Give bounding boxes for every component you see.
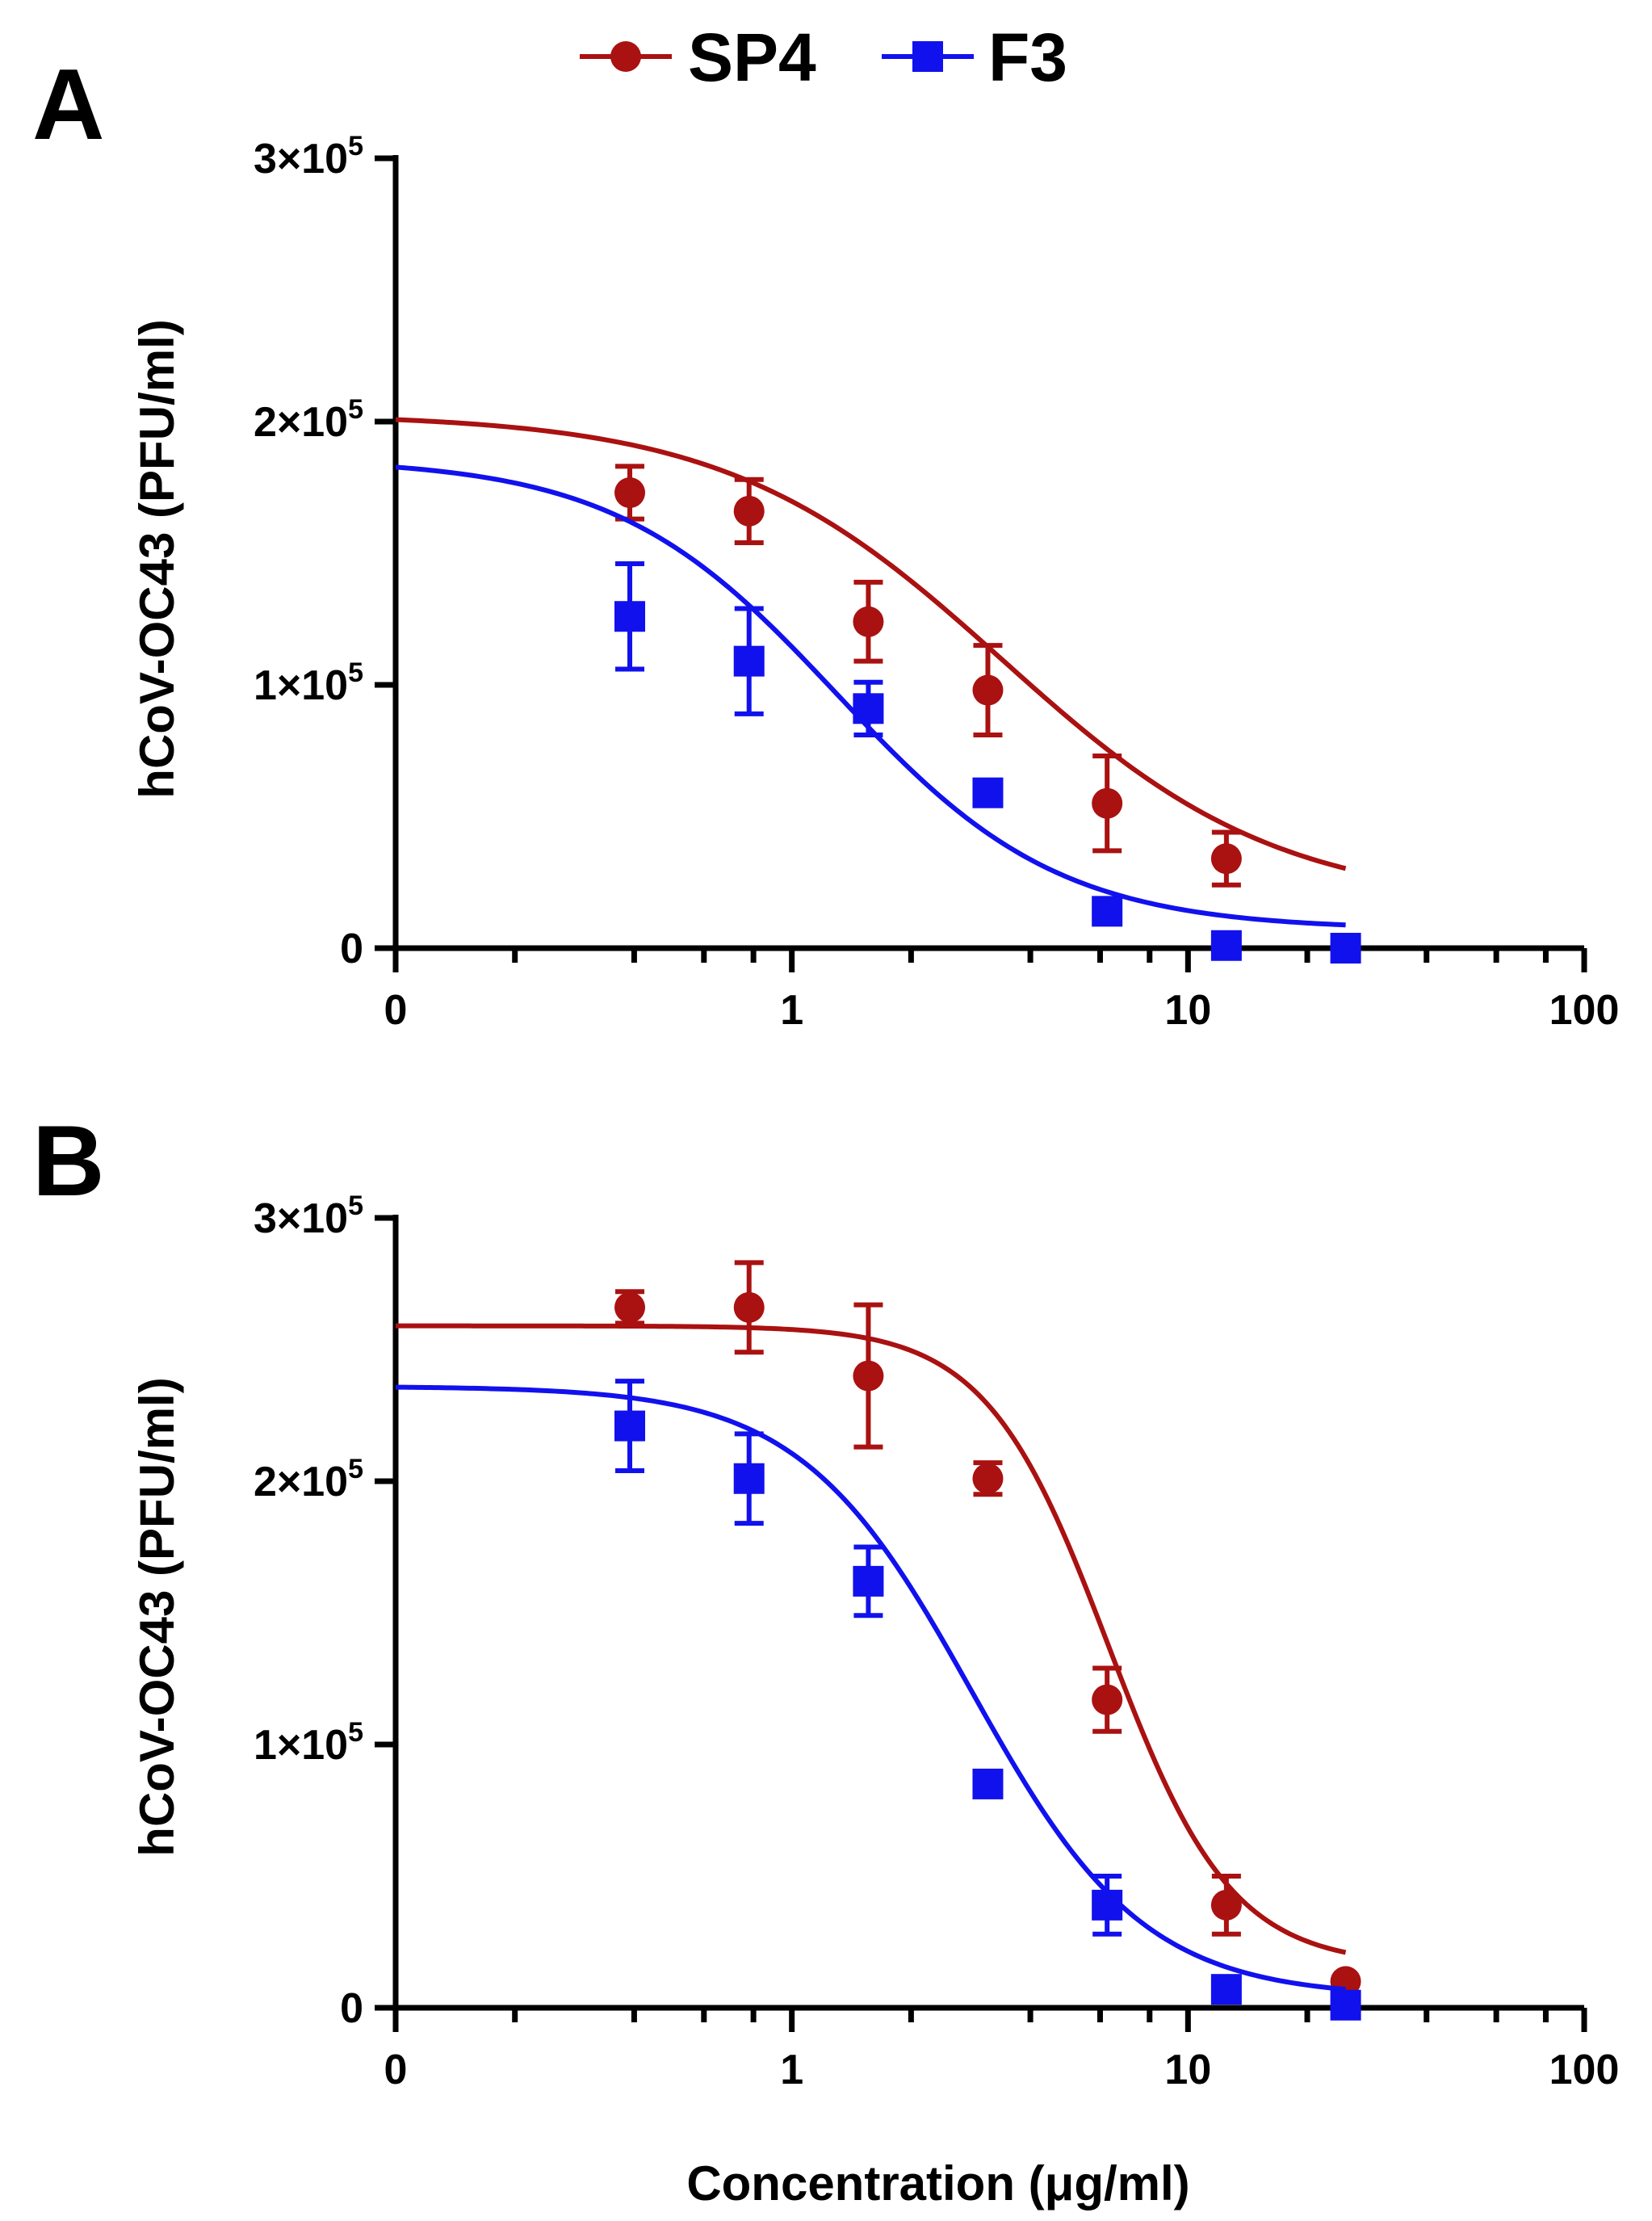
panel-a-y-tick-label: 0: [340, 926, 363, 972]
panel-a-sp4-point: [1210, 843, 1242, 875]
panel-b-f3-point: [1210, 1974, 1242, 2005]
panel-b-f3-point: [972, 1768, 1004, 1799]
panel-a-x-tick-label: 10: [1164, 987, 1211, 1034]
panel-b-y-axis-title: hCoV-OC43 (PFU/ml): [130, 1377, 184, 1856]
panel-a-sp4-point: [733, 495, 765, 527]
panel-b-x-tick-label: 10: [1164, 2047, 1211, 2093]
panel-a-marks: 0 1×105 2×105 3×105 0 1 10 100: [254, 131, 1619, 1034]
panel-a-y-tick-label: 2×105: [254, 394, 363, 446]
panel-b-sp4-point: [614, 1291, 646, 1323]
panel-b-x-tick-label: 1: [780, 2047, 803, 2093]
panel-a-f3-point: [853, 693, 884, 724]
panel-a-f3-point: [1210, 930, 1242, 961]
panel-a-x-tick-label: 0: [384, 987, 408, 1034]
panel-a-y-tick-label: 3×105: [254, 131, 363, 183]
panel-b-f3-point: [1330, 1989, 1361, 2021]
panel-b-marks: 0 1×105 2×105 3×105 0 1 10 100: [254, 1190, 1619, 2093]
panel-b-f3-point: [733, 1463, 765, 1494]
panel-b-y-tick-label: 3×105: [254, 1190, 363, 1242]
legend-f3-label: F3: [988, 19, 1067, 95]
panel-a-sp4-point: [853, 606, 884, 637]
panel-a-x-tick-label: 1: [780, 987, 803, 1034]
legend-f3-marker: [912, 41, 943, 72]
panel-b-chart: B hCoV-OC43 (PFU/ml) Concentration (μg/m…: [32, 1106, 1619, 2211]
legend-item-sp4: SP4: [580, 19, 816, 95]
panel-b-sp4-point: [853, 1360, 884, 1392]
panel-b-f3-fit-curve: [395, 1384, 1346, 1992]
legend-sp4-label: SP4: [688, 19, 816, 95]
panel-a-f3-point: [614, 601, 646, 632]
panel-a-sp4-fit-curve: [395, 417, 1347, 871]
panel-a-chart: A hCoV-OC43 (PFU/ml) 0 1×105 2×105 3×105 0 1 1…: [32, 49, 1619, 1034]
panel-a-y-axis-title: hCoV-OC43 (PFU/ml): [130, 319, 184, 798]
panel-b-sp4-point: [1092, 1684, 1123, 1715]
panel-a-sp4-point: [1092, 787, 1123, 819]
panel-b-x-axis-title: Concentration (μg/ml): [686, 2156, 1189, 2211]
panel-a-x-tick-label: 100: [1549, 987, 1620, 1034]
panel-b-letter: B: [32, 1106, 105, 1217]
panel-b-f3-point: [614, 1410, 646, 1442]
panel-a-sp4-point: [614, 477, 646, 509]
panel-b-y-tick-label: 0: [340, 1985, 363, 2032]
panel-a-f3-point: [733, 645, 765, 677]
legend-sp4-marker: [610, 41, 641, 72]
panel-b-x-tick-label: 100: [1549, 2047, 1620, 2093]
legend-item-f3: F3: [882, 19, 1067, 95]
legend: SP4 F3: [580, 19, 1067, 95]
panel-a-sp4-point: [972, 674, 1004, 706]
panel-a-f3-point: [1330, 933, 1361, 964]
panel-a-f3-point: [972, 777, 1004, 808]
panel-b-sp4-point: [972, 1463, 1004, 1494]
panel-a-f3-point: [1092, 896, 1123, 927]
panel-b-f3-point: [853, 1565, 884, 1597]
panel-b-x-tick-label: 0: [384, 2047, 408, 2093]
panel-b-y-tick-label: 1×105: [254, 1717, 363, 1769]
panel-b-y-tick-label: 2×105: [254, 1454, 363, 1505]
panel-a-y-tick-label: 1×105: [254, 657, 363, 709]
panel-b-sp4-point: [1210, 1889, 1242, 1921]
panel-a-letter: A: [32, 49, 105, 161]
panel-b-f3-point: [1092, 1889, 1123, 1921]
panel-b-sp4-point: [733, 1291, 765, 1323]
